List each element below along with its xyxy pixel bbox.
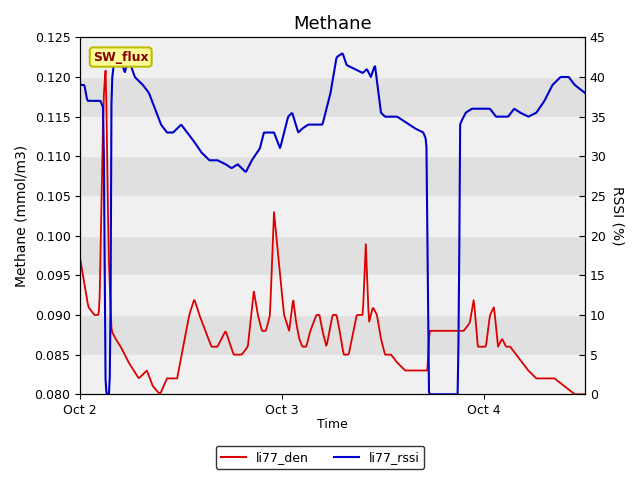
Bar [80, 37, 585, 77]
Text: SW_flux: SW_flux [93, 50, 148, 63]
Bar [80, 196, 585, 236]
Title: Methane: Methane [293, 15, 372, 33]
Bar [80, 276, 585, 315]
Y-axis label: Methane (mmol/m3): Methane (mmol/m3) [15, 145, 29, 287]
Y-axis label: RSSI (%): RSSI (%) [611, 186, 625, 246]
Legend: li77_den, li77_rssi: li77_den, li77_rssi [216, 446, 424, 469]
X-axis label: Time: Time [317, 419, 348, 432]
Bar [80, 117, 585, 156]
Bar [80, 355, 585, 394]
